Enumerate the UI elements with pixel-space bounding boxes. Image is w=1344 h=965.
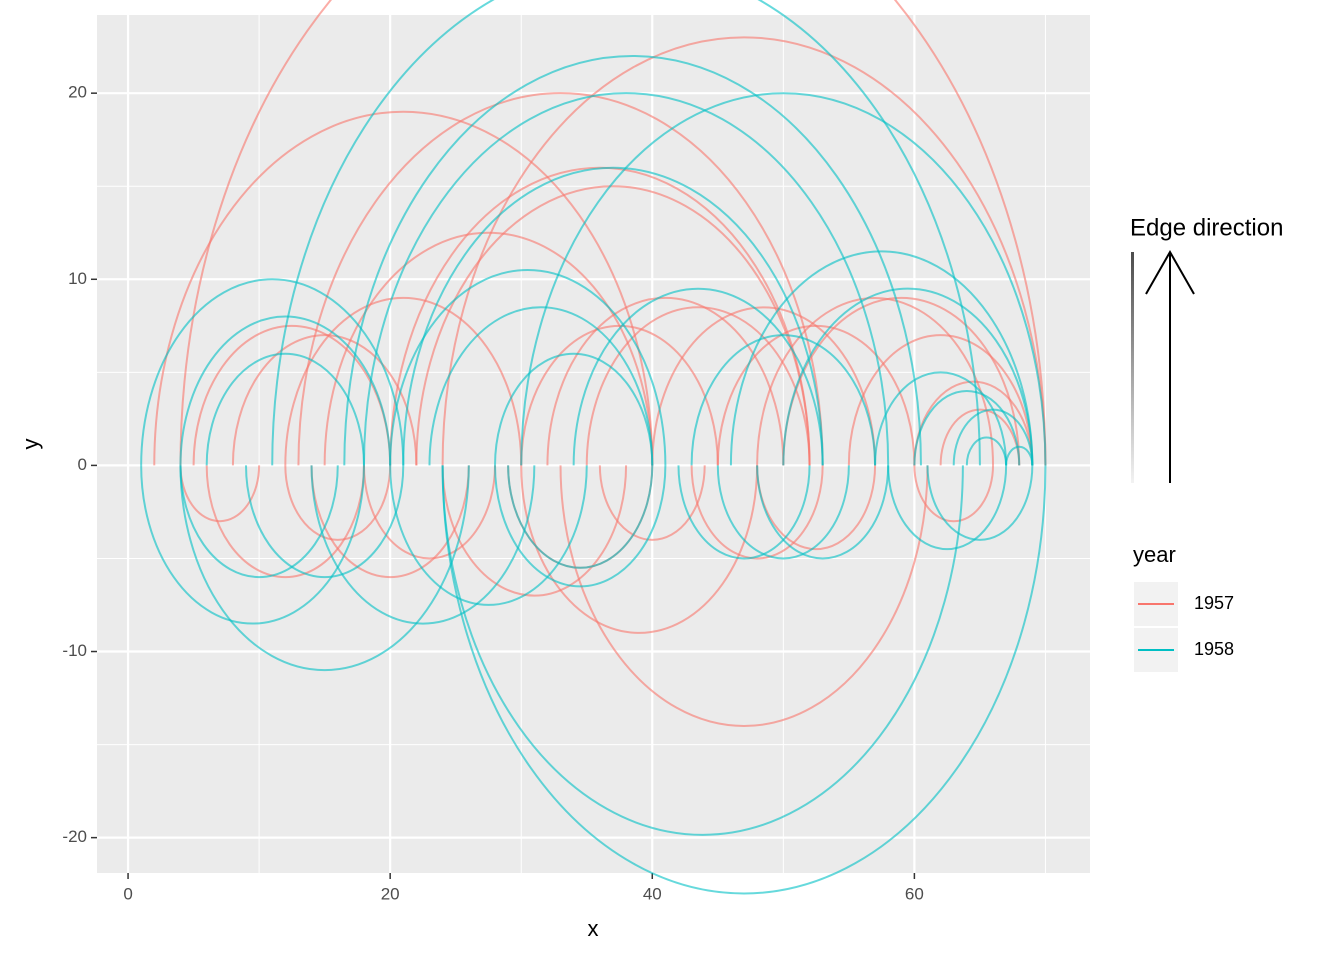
edge-arc [140,278,405,466]
edge-arc [284,465,392,541]
edge-arc [559,465,929,727]
edge-arc [441,465,964,836]
edge-arc [428,306,654,466]
edge-arc [153,111,654,466]
edge-arc [441,37,1047,466]
arcs [140,0,1047,894]
edge-arc [716,324,916,466]
edge-arc [756,465,890,560]
edge-arc [847,334,1034,466]
edge-arc [598,465,706,541]
edge-arc [651,306,877,466]
direction-arrow [1145,249,1195,483]
edge-arc [362,92,890,466]
edge-arc [887,465,1008,551]
edge-arc [782,287,1034,466]
edge-arc [362,465,497,560]
edge-arc [310,465,470,579]
edge-arc [179,315,392,466]
edge-arc [494,352,654,466]
edge-arc [690,465,824,560]
edge-arc [245,465,405,578]
edge-arc [913,390,1021,466]
edge-arc [913,465,995,523]
edge-arc [729,250,1034,466]
x-tick-label: 40 [643,884,662,903]
x-axis-label: x [588,916,599,941]
edge-arc [520,324,719,466]
edge-arc [716,465,850,560]
edge-arc [965,436,1008,466]
edge-arc [323,231,654,466]
edge-arc [520,465,759,634]
edge-arc [677,465,811,560]
edge-arc [494,465,667,588]
edge-arc [205,465,365,578]
edge-arc [389,465,588,606]
legend-label: 1958 [1194,639,1234,659]
panel [97,15,1090,873]
edge-arc [952,408,1034,466]
edge-arc [205,352,365,466]
edge-arc [441,465,1047,894]
edge-arc [284,296,523,466]
edge-legend-title: Edge direction [1130,214,1283,241]
y-tick-label: -10 [62,641,87,660]
legend-title: year [1133,542,1176,567]
edge-arc [179,465,261,522]
edge-arc [179,465,470,672]
edge-arc [441,465,628,597]
x-tick-label: 60 [905,884,924,903]
edge-arc [402,166,824,466]
edge-arc [756,296,995,466]
edge-arc [140,465,365,625]
y-tick-label: 10 [68,269,87,288]
edge-arc [231,334,418,466]
y-tick-label: -20 [62,827,87,846]
edge-arc [1005,446,1034,466]
direction-gradient [1131,252,1134,483]
edge-arc [926,465,1034,541]
edge-arc [507,465,654,569]
edge-arc [179,465,339,578]
edge-arc [310,465,536,625]
edge-arc [343,55,922,466]
y-axis-label: y [18,439,43,450]
legend-label: 1957 [1194,593,1234,613]
edge-arc [389,269,667,466]
edge-arc [520,92,1047,466]
edge-arc [297,92,824,466]
edge-arc [939,408,1021,466]
edge-arc [271,0,981,466]
x-tick-label: 0 [123,884,132,903]
y-tick-label: 20 [68,83,87,102]
edge-arc [585,306,811,466]
edge-arc [690,334,877,466]
x-tick-label: 20 [381,884,400,903]
y-tick-label: 0 [78,455,87,474]
edge-arc [572,287,824,466]
edge-arc [874,371,1008,466]
